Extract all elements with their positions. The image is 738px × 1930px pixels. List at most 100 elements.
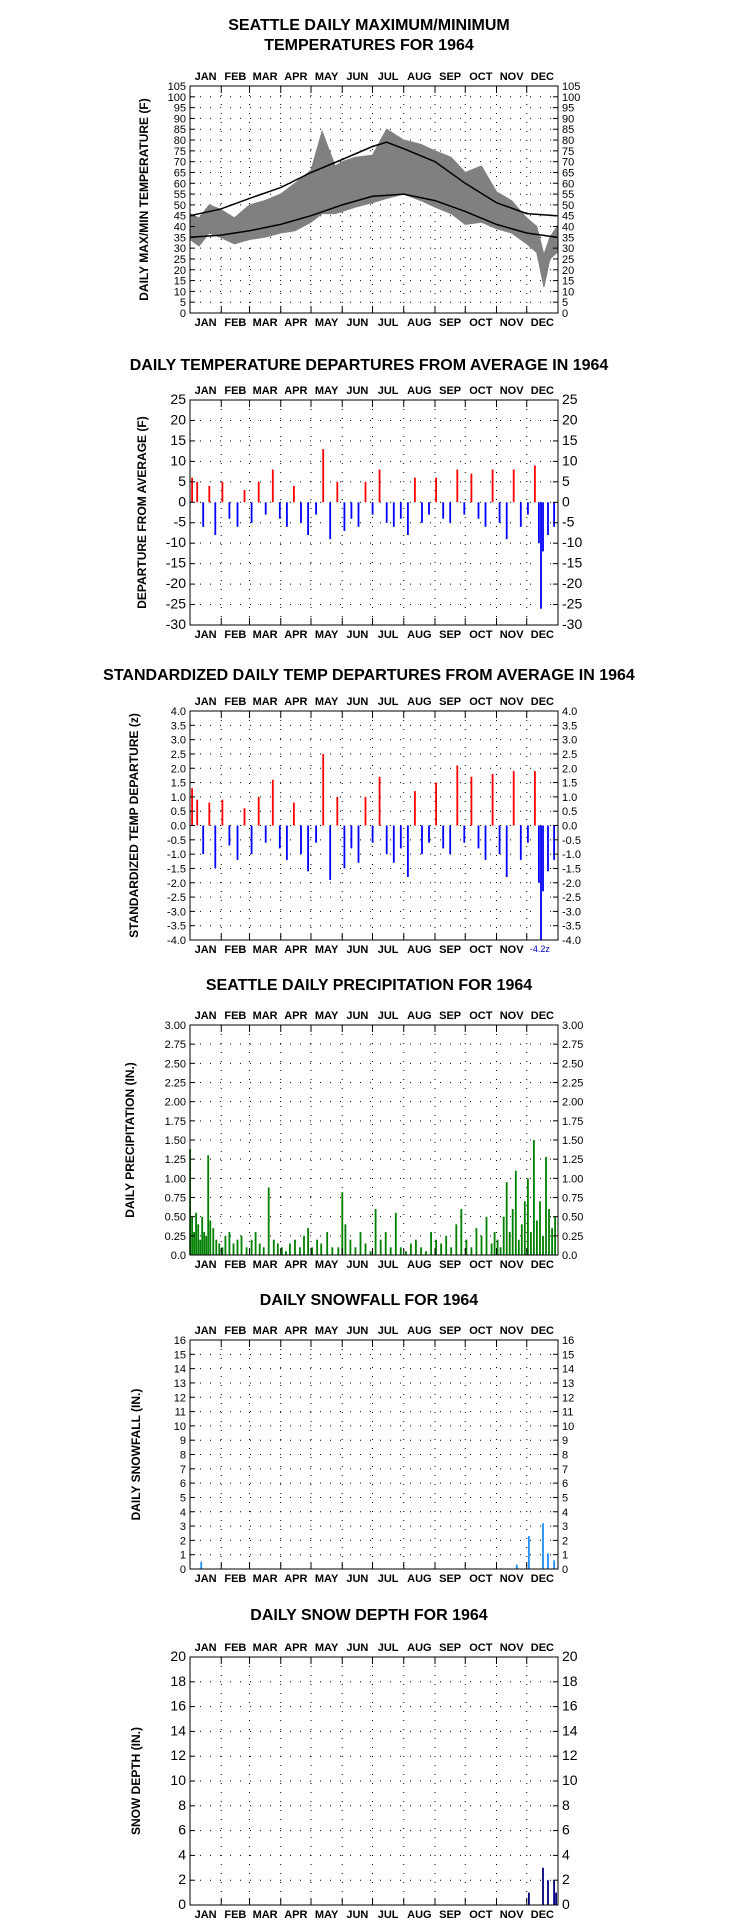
data-bar <box>240 1235 243 1255</box>
y-tick-label: 95 <box>562 103 574 115</box>
y-tick-label: 0.75 <box>165 1193 186 1205</box>
y-tick-label: 16 <box>170 1698 186 1714</box>
grid <box>190 1656 558 1906</box>
data-bar <box>364 1243 367 1255</box>
data-bar <box>484 825 487 860</box>
grid <box>190 399 558 626</box>
y-tick-label: -25 <box>166 596 186 612</box>
chart-1: SEATTLE DAILY MAXIMUM/MINIMUM TEMPERATURE… <box>137 17 580 329</box>
y-tick-label: 1.25 <box>562 1154 583 1166</box>
x-tick-label: JUN <box>346 1909 368 1921</box>
data-bar <box>555 1892 557 1905</box>
y-tick-label: 70 <box>174 157 186 169</box>
data-bar <box>534 465 536 503</box>
y-tick-label: 25 <box>174 254 186 266</box>
y-tick-label: 105 <box>562 81 580 93</box>
x-tick-label: JUL <box>378 71 399 83</box>
x-tick-label: DEC <box>531 385 554 397</box>
data-bar <box>475 1228 478 1255</box>
x-tick-label: JAN <box>195 317 217 329</box>
x-tick-label: MAR <box>253 1909 278 1921</box>
y-tick-label: 0 <box>562 308 568 320</box>
y-tick-label: 3.5 <box>171 720 186 732</box>
x-tick-label: APR <box>284 696 307 708</box>
y-tick-label: 20 <box>562 411 578 427</box>
y-tick-label: -2.0 <box>167 878 186 890</box>
data-bar <box>399 1247 402 1255</box>
data-bar <box>337 1247 340 1255</box>
y-axis-label: DAILY SNOWFALL (IN.) <box>129 1389 143 1521</box>
x-tick-label: MAY <box>315 944 339 956</box>
x-tick-label: AUG <box>407 385 431 397</box>
x-tick-label: OCT <box>469 71 493 83</box>
y-tick-label: 4 <box>562 1846 570 1862</box>
data-bar <box>329 502 332 540</box>
x-tick-label: APR <box>284 1573 307 1585</box>
y-tick-label: 4.0 <box>171 706 186 718</box>
data-bar <box>496 1239 499 1255</box>
data-bar <box>551 1228 553 1255</box>
x-tick-label: JUN <box>346 385 368 397</box>
y-tick-label: 90 <box>174 113 186 125</box>
y-tick-label: 12 <box>562 1392 574 1404</box>
y-tick-label: 15 <box>562 1349 574 1361</box>
x-tick-label: JUN <box>346 71 368 83</box>
data-bar <box>264 825 267 843</box>
x-tick-label: JAN <box>195 1573 217 1585</box>
y-tick-label: 12 <box>174 1392 186 1404</box>
chart-title: DAILY SNOW DEPTH FOR 1964 <box>250 1607 487 1624</box>
x-tick-label: DEC <box>531 696 554 708</box>
y-tick-label: 0 <box>562 493 570 509</box>
y-tick-label: 70 <box>562 157 574 169</box>
data-bar <box>435 782 437 826</box>
x-tick-label: APR <box>284 944 307 956</box>
data-bar <box>415 1239 417 1255</box>
x-tick-label: FEB <box>224 1259 246 1271</box>
chart-title: SEATTLE DAILY MAXIMUM/MINIMUM <box>228 17 509 34</box>
y-tick-label: 8 <box>178 1797 186 1813</box>
x-tick-label: JUN <box>346 1642 368 1654</box>
x-tick-label: OCT <box>469 1573 493 1585</box>
data-bar <box>410 1243 412 1255</box>
y-tick-label: 0.50 <box>562 1212 583 1224</box>
y-tick-label: 100 <box>168 92 186 104</box>
data-bar <box>512 771 515 826</box>
y-tick-label: 11 <box>562 1407 573 1419</box>
y-tick-label: 1.0 <box>562 792 577 804</box>
data-bar <box>385 825 388 855</box>
data-bar <box>485 1216 488 1255</box>
data-bar <box>425 1251 427 1255</box>
min-annotation: -4.2z <box>530 944 551 954</box>
x-tick-label: NOV <box>500 1259 525 1271</box>
data-bar <box>294 1239 296 1255</box>
x-tick-label: MAR <box>253 317 278 329</box>
data-bar <box>540 825 542 940</box>
x-tick-label: MAY <box>315 1909 339 1921</box>
data-bar <box>440 1243 442 1255</box>
data-bar <box>484 502 487 527</box>
y-tick-label: -15 <box>562 555 582 571</box>
y-tick-label: 20 <box>562 1648 578 1664</box>
y-tick-label: 80 <box>562 135 574 147</box>
y-tick-label: 13 <box>174 1378 186 1390</box>
y-tick-label: -2.0 <box>562 878 581 890</box>
x-tick-label: JAN <box>195 1010 217 1022</box>
x-tick-label: NOV <box>500 1909 525 1921</box>
data-bar <box>357 825 360 863</box>
data-bar <box>331 1247 334 1255</box>
data-bar <box>272 1239 275 1255</box>
y-tick-label: -5 <box>562 514 575 530</box>
y-axis-label: SNOW DEPTH (IN.) <box>129 1727 143 1835</box>
chart-2: DAILY TEMPERATURE DEPARTURES FROM AVERAG… <box>130 357 609 641</box>
y-tick-label: 1.5 <box>562 778 577 790</box>
y-tick-label: 0.0 <box>562 1250 577 1262</box>
x-tick-label: JUL <box>378 1259 399 1271</box>
data-bar <box>490 1243 493 1255</box>
y-tick-label: 18 <box>562 1673 578 1689</box>
x-tick-label: DEC <box>531 1325 554 1337</box>
x-tick-label: AUG <box>407 317 431 329</box>
x-tick-label: FEB <box>224 1909 246 1921</box>
y-tick-label: 55 <box>562 189 574 201</box>
x-tick-label: JAN <box>195 1642 217 1654</box>
data-bar <box>505 502 508 540</box>
